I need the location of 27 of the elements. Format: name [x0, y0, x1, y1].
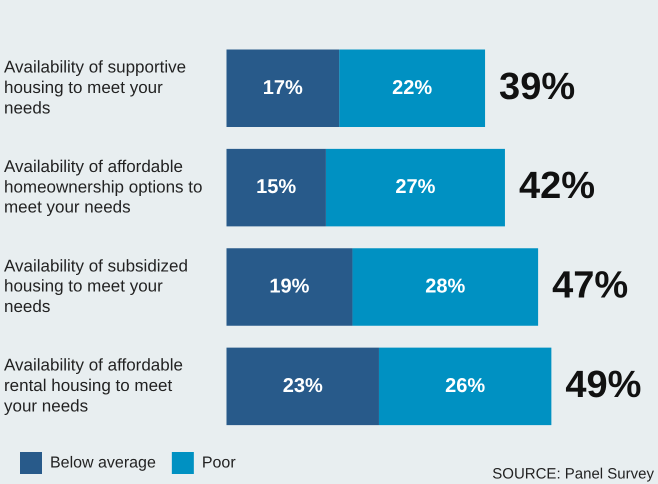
y-tick-label: Availability of subsidized housing to meet your needs	[4, 256, 188, 316]
data-label: 26%	[445, 374, 486, 397]
bar	[226, 248, 352, 326]
bar	[378, 348, 552, 426]
data-label: 23%	[282, 374, 323, 397]
bar	[339, 50, 486, 128]
total-label: 47%	[552, 264, 628, 306]
bar	[226, 348, 379, 426]
total-label: 39%	[499, 66, 576, 108]
data-label: 19%	[269, 275, 310, 298]
data-label: 22%	[392, 76, 432, 99]
bar	[226, 148, 326, 226]
bar	[326, 148, 505, 226]
y-tick-label: Availability of supportive housing to meet your needs	[4, 58, 186, 118]
total-label: 49%	[565, 364, 642, 406]
source-note: SOURCE: Panel Survey	[492, 466, 654, 483]
data-label: 28%	[425, 275, 466, 298]
y-tick-label: Availability of affordable homeownership options to meet your needs	[4, 156, 202, 217]
y-tick-label: Availability of affordable rental housing to meet your needs	[4, 356, 183, 416]
legend-label: Poor	[202, 454, 236, 472]
bar	[226, 50, 340, 128]
total-label: 42%	[518, 165, 596, 208]
data-label: 17%	[262, 76, 304, 99]
data-label: 27%	[395, 176, 436, 198]
data-label: 15%	[256, 176, 296, 198]
legend-label: Below average	[50, 454, 156, 472]
bar	[352, 248, 538, 326]
